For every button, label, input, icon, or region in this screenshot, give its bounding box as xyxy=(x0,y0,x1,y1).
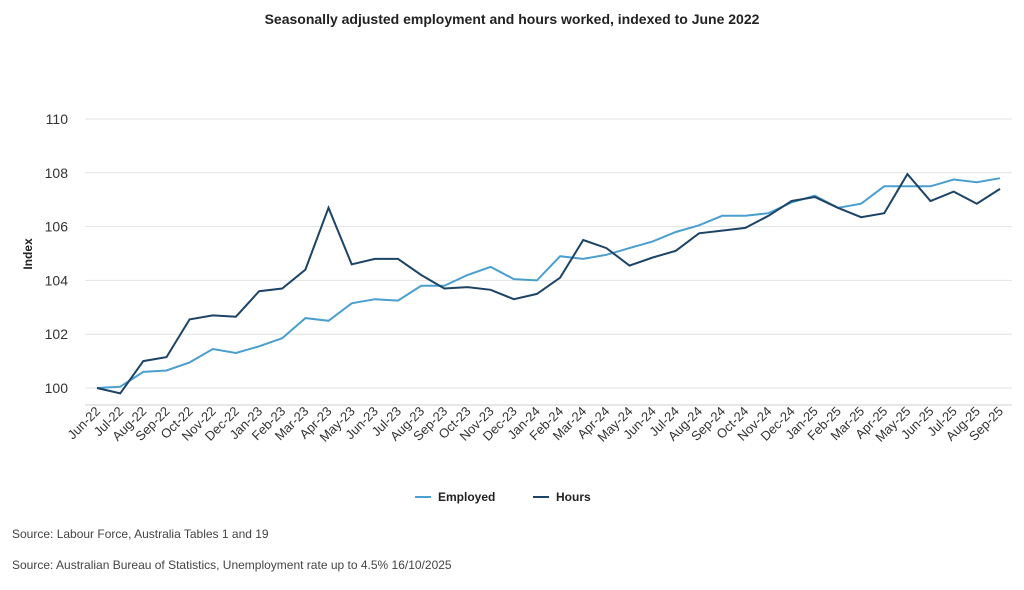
y-tick-label: 110 xyxy=(46,111,69,127)
y-tick-label: 100 xyxy=(45,380,69,396)
chart-title: Seasonally adjusted employment and hours… xyxy=(265,11,760,27)
series-line-employed xyxy=(96,177,1001,389)
legend-label-hours: Hours xyxy=(556,490,591,504)
y-tick-label: 104 xyxy=(45,272,69,288)
y-tick-label: 102 xyxy=(45,326,69,342)
source-note-1: Source: Labour Force, Australia Tables 1… xyxy=(12,527,269,541)
y-tick-label: 106 xyxy=(45,219,69,235)
source-note-2: Source: Australian Bureau of Statistics,… xyxy=(12,558,452,572)
y-tick-label: 108 xyxy=(45,165,69,181)
series-line-hours xyxy=(96,172,1001,395)
legend-label-employed: Employed xyxy=(438,490,495,504)
y-axis-label: Index xyxy=(21,238,35,270)
